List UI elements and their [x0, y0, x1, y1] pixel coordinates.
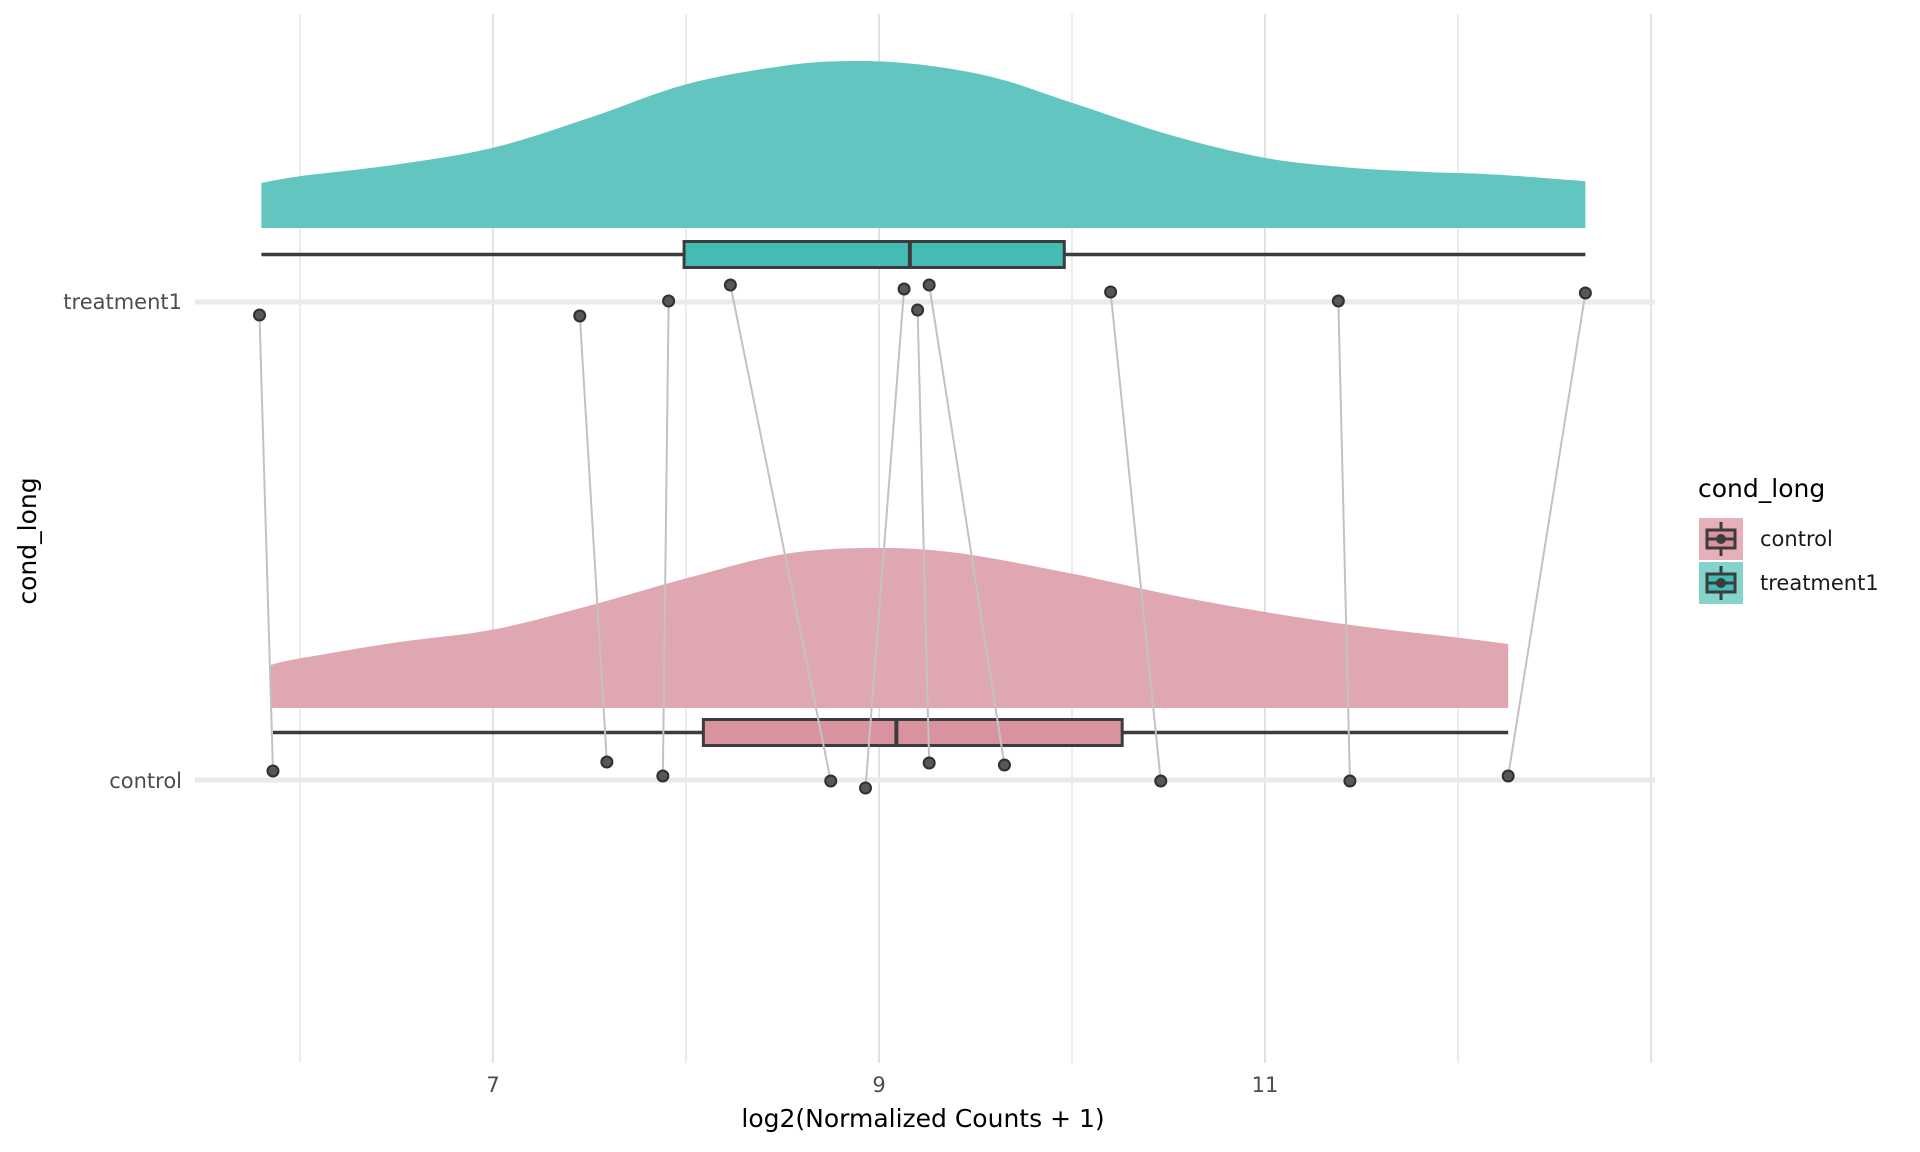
key-point-icon: [1716, 578, 1726, 588]
point-treatment1-9: [1578, 286, 1592, 300]
pair-connector-0: [258, 314, 274, 772]
point-treatment1-1: [573, 309, 587, 323]
x-tick-label-11: 11: [1251, 1073, 1279, 1097]
x-axis-title: log2(Normalized Counts + 1): [741, 1104, 1105, 1133]
legend-label-treatment1: treatment1: [1760, 571, 1879, 595]
x-tick-label-7: 7: [486, 1073, 500, 1097]
y-tick-label-control: control: [109, 769, 182, 793]
box-treatment1: [682, 240, 1066, 269]
point-control-1: [600, 755, 614, 769]
pair-connector-9: [1507, 292, 1587, 777]
pair-connector-6: [928, 284, 1006, 766]
pair-connector-3: [729, 284, 832, 782]
point-control-5: [922, 756, 936, 770]
pair-connector-7: [1109, 291, 1162, 782]
x-tick-label-9: 9: [872, 1073, 886, 1097]
point-treatment1-3: [723, 278, 737, 292]
density-treatment1: [261, 60, 1586, 228]
y-tick-label-treatment1: treatment1: [63, 290, 182, 314]
boxplot-key-glyph-control: [1705, 522, 1737, 556]
point-treatment1-0: [252, 308, 266, 322]
pair-connector-2: [661, 300, 670, 777]
point-control-4: [858, 781, 872, 795]
legend-label-control: control: [1760, 527, 1833, 551]
legend-key-control: [1699, 518, 1743, 560]
point-control-0: [266, 764, 280, 778]
point-treatment1-7: [1104, 285, 1118, 299]
point-control-8: [1343, 774, 1357, 788]
pair-connector-4: [864, 288, 906, 789]
y-axis-title: cond_long: [13, 477, 42, 605]
point-control-7: [1154, 774, 1168, 788]
point-control-6: [997, 758, 1011, 772]
pair-connector-1: [578, 315, 608, 763]
pair-connector-5: [916, 309, 931, 764]
point-treatment1-8: [1331, 294, 1345, 308]
point-control-3: [824, 774, 838, 788]
point-treatment1-5: [911, 303, 925, 317]
legend-key-treatment1: [1699, 562, 1743, 604]
point-control-9: [1501, 769, 1515, 783]
pair-connector-8: [1337, 300, 1351, 782]
row-gridline-control: [195, 777, 1655, 783]
point-treatment1-4: [897, 282, 911, 296]
point-control-2: [656, 769, 670, 783]
row-gridline-treatment1: [195, 299, 1655, 305]
density-control: [271, 547, 1509, 708]
box-control: [701, 718, 1124, 747]
boxplot-key-glyph-treatment1: [1705, 566, 1737, 600]
point-treatment1-2: [662, 294, 676, 308]
key-point-icon: [1716, 534, 1726, 544]
point-treatment1-6: [922, 278, 936, 292]
legend-title: cond_long: [1698, 474, 1826, 503]
